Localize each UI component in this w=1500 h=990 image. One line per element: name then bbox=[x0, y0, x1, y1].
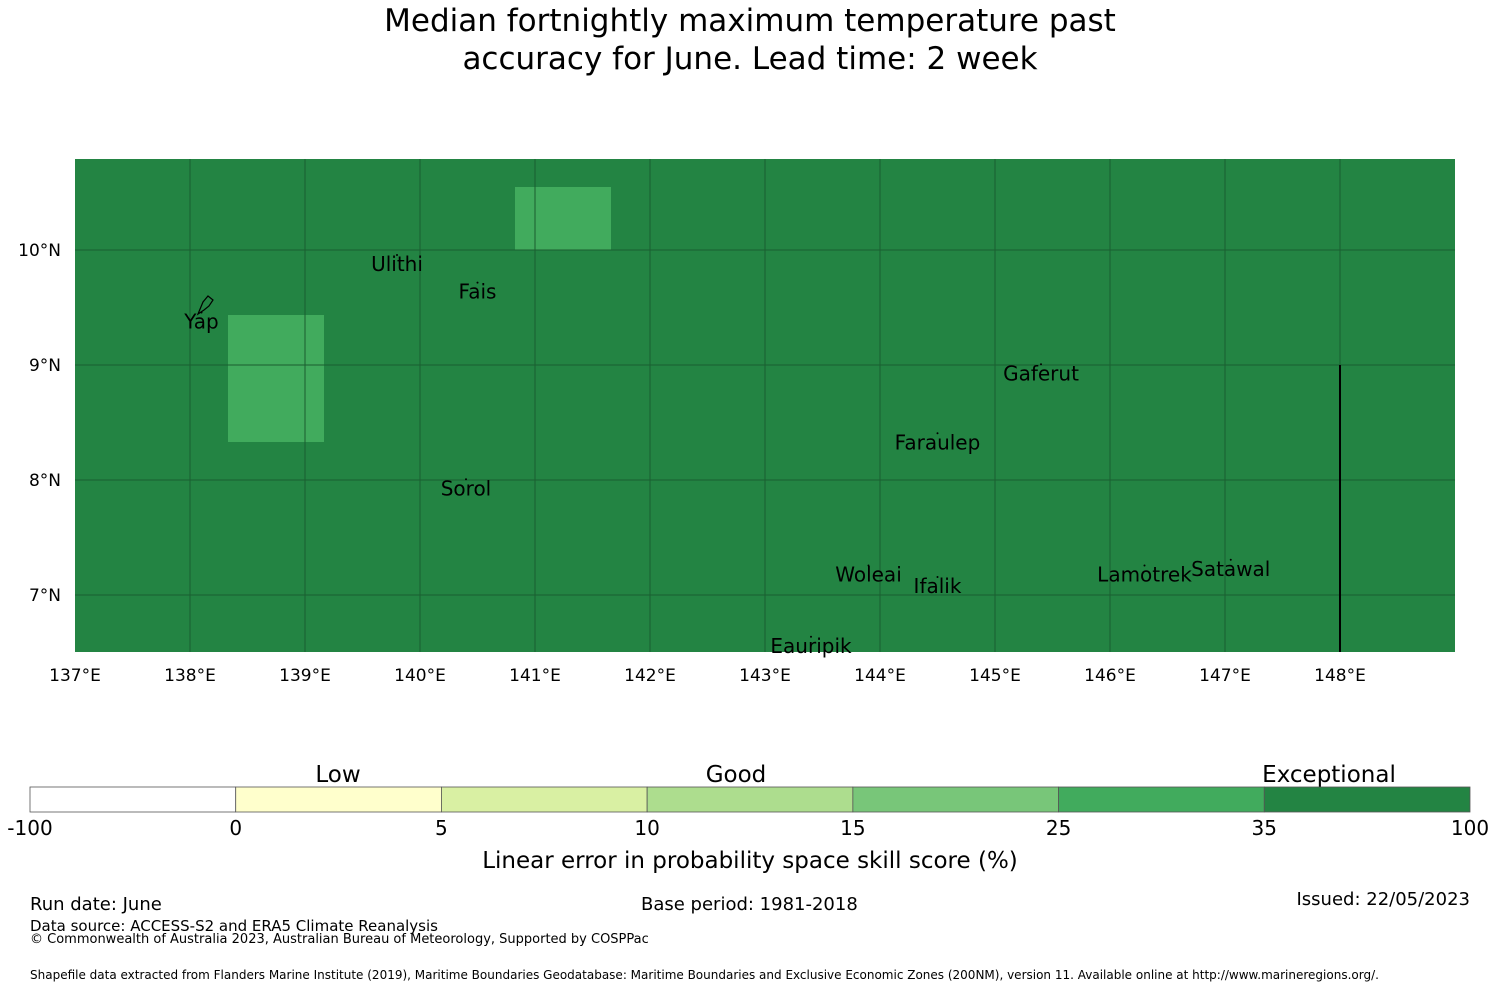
skill-cell-good bbox=[515, 187, 611, 250]
longitude-tick-label: 145°E bbox=[969, 666, 1021, 686]
shapefile-credit: Shapefile data extracted from Flanders M… bbox=[30, 968, 1379, 982]
island-dot bbox=[867, 564, 870, 567]
longitude-tick-label: 142°E bbox=[624, 666, 676, 686]
colorbar-categories: Low Good Exceptional bbox=[315, 762, 1395, 788]
map-panel: 137°E 138°E 139°E 140°E 141°E 142°E 143°E 144°E… bbox=[18, 159, 1455, 686]
title-line-1: Median fortnightly maximum temperature p… bbox=[384, 3, 1116, 39]
colorbar-box bbox=[1263, 786, 1471, 813]
issued-date: Issued: 22/05/2023 bbox=[1296, 889, 1470, 910]
colorbar-box bbox=[852, 786, 1059, 813]
colorbar-category-exceptional: Exceptional bbox=[1262, 762, 1396, 788]
map-title: Median fortnightly maximum temperature p… bbox=[0, 2, 1500, 78]
latitude-tick-label: 7°N bbox=[29, 586, 61, 606]
run-date: Run date: June bbox=[30, 894, 162, 915]
colorbar-box bbox=[1058, 786, 1265, 813]
longitude-tick-labels: 137°E 138°E 139°E 140°E 141°E 142°E 143°E 144°E… bbox=[49, 666, 1366, 686]
colorbar-category-good: Good bbox=[706, 762, 767, 788]
place-label-yap: Yap bbox=[183, 310, 218, 334]
copyright: © Commonwealth of Australia 2023, Austra… bbox=[30, 932, 649, 947]
colorbar-label: Linear error in probability space skill … bbox=[482, 848, 1018, 874]
latitude-tick-label: 9°N bbox=[29, 356, 61, 376]
colorbar-tick-label: 35 bbox=[1252, 816, 1277, 840]
island-dot bbox=[1143, 564, 1146, 567]
island-dot bbox=[810, 635, 812, 638]
yap-island-outline bbox=[196, 295, 214, 316]
colorbar-box bbox=[646, 786, 854, 813]
longitude-tick-label: 141°E bbox=[509, 666, 561, 686]
island-dot bbox=[476, 281, 479, 284]
longitude-tick-label: 147°E bbox=[1199, 666, 1251, 686]
colorbar: Low Good Exceptional -100 0 5 10 15 25 35 100 Lin… bbox=[7, 762, 1489, 874]
latitude-tick-label: 10°N bbox=[18, 241, 61, 261]
place-label-eauripik: Eauripik bbox=[770, 634, 852, 658]
island-dot bbox=[200, 311, 203, 314]
colorbar-boxes bbox=[29, 786, 1471, 813]
colorbar-box bbox=[29, 786, 237, 813]
latitude-tick-label: 8°N bbox=[29, 471, 61, 491]
colorbar-box bbox=[235, 786, 442, 813]
colorbar-tick-label: -100 bbox=[7, 816, 52, 840]
title-line-2: accuracy for June. Lead time: 2 week bbox=[462, 41, 1038, 77]
colorbar-tick-label: 15 bbox=[840, 816, 865, 840]
longitude-tick-label: 146°E bbox=[1084, 666, 1136, 686]
place-label-ifalik: Ifalik bbox=[914, 574, 962, 598]
place-label-gaferut: Gaferut bbox=[1003, 361, 1079, 385]
colorbar-box bbox=[441, 786, 648, 813]
base-period: Base period: 1981-2018 bbox=[641, 894, 858, 915]
island-dot bbox=[1040, 363, 1042, 366]
colorbar-category-low: Low bbox=[315, 762, 360, 788]
island-dot bbox=[396, 254, 398, 256]
colorbar-tick-label: 10 bbox=[634, 816, 659, 840]
map-gridlines bbox=[75, 159, 1455, 652]
colorbar-tick-label: 100 bbox=[1451, 816, 1489, 840]
island-dot bbox=[936, 432, 939, 435]
longitude-tick-label: 140°E bbox=[394, 666, 446, 686]
longitude-tick-label: 138°E bbox=[164, 666, 216, 686]
place-label-lamotrek: Lamotrek bbox=[1097, 563, 1192, 587]
colorbar-tick-label: 5 bbox=[435, 816, 448, 840]
island-dot bbox=[465, 478, 467, 481]
colorbar-tick-label: 0 bbox=[229, 816, 242, 840]
colorbar-tick-labels: -100 0 5 10 15 25 35 100 bbox=[7, 816, 1489, 840]
skill-cell-good bbox=[228, 315, 324, 442]
longitude-tick-label: 137°E bbox=[49, 666, 101, 686]
data-source: Data source: ACCESS-S2 and ERA5 Climate … bbox=[30, 917, 438, 935]
longitude-tick-label: 143°E bbox=[739, 666, 791, 686]
longitude-tick-label: 139°E bbox=[279, 666, 331, 686]
island-dot bbox=[936, 576, 939, 578]
island-dot bbox=[1229, 558, 1232, 561]
longitude-tick-label: 144°E bbox=[854, 666, 906, 686]
latitude-tick-labels: 10°N 9°N 8°N 7°N bbox=[18, 241, 61, 606]
longitude-tick-label: 148°E bbox=[1314, 666, 1366, 686]
colorbar-tick-label: 25 bbox=[1046, 816, 1071, 840]
